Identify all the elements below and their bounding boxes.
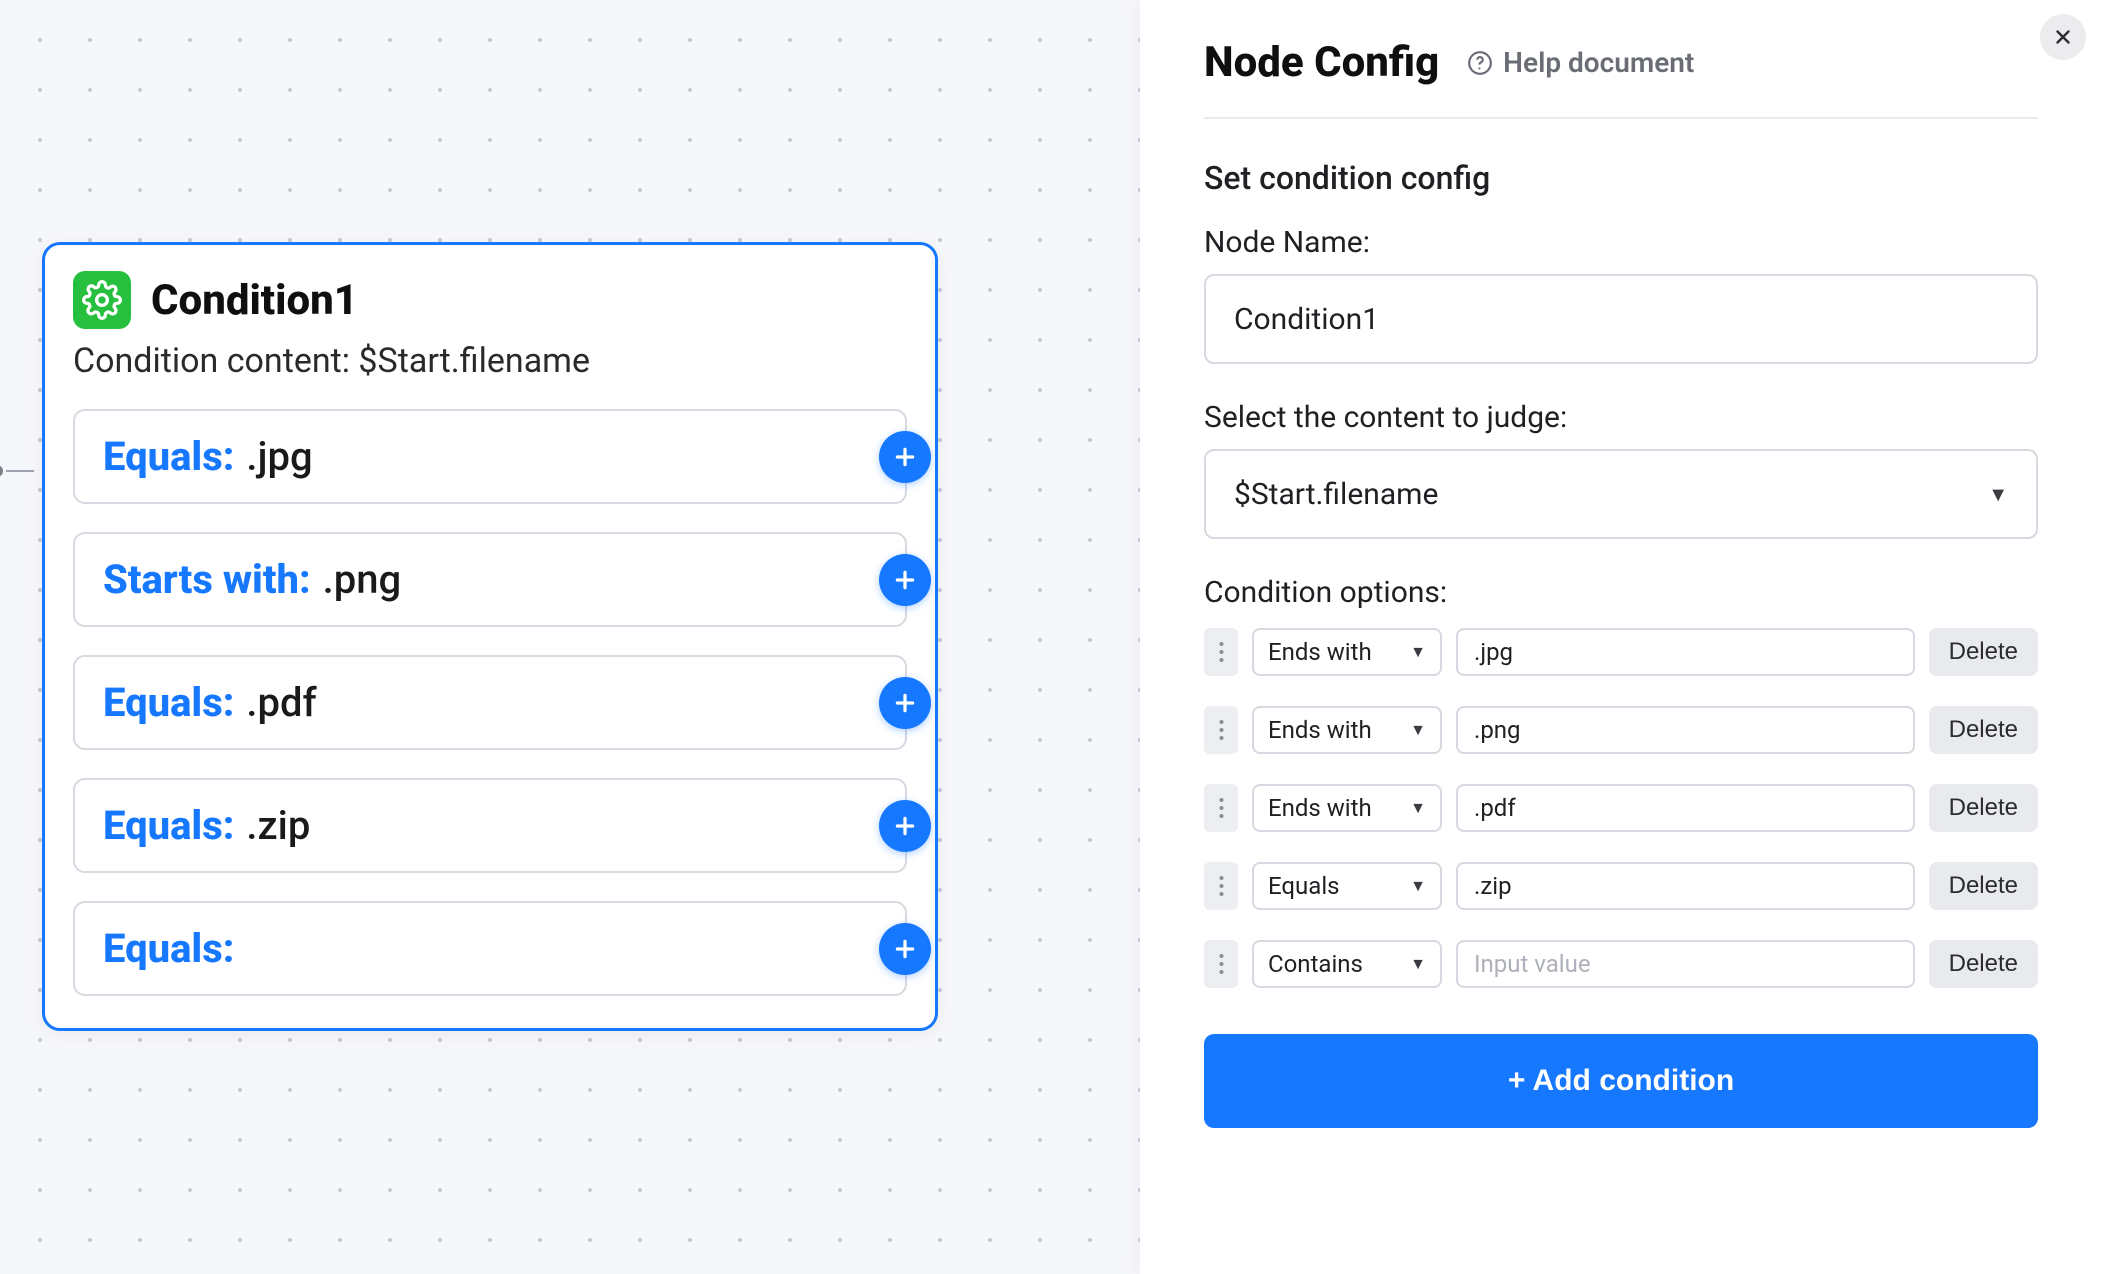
add-branch-button[interactable] [879, 677, 931, 729]
drag-dots-icon [1218, 640, 1225, 664]
drag-handle[interactable] [1204, 706, 1238, 754]
select-content-label: Select the content to judge: [1204, 400, 2038, 435]
chevron-down-icon: ▼ [1988, 482, 2008, 507]
drag-dots-icon [1218, 874, 1225, 898]
panel-title: Node Config [1204, 38, 1439, 87]
operator-select-value: Contains [1268, 950, 1363, 978]
question-icon [1467, 50, 1493, 76]
condition-options-list: Ends with ▼ Delete Ends with ▼ Delete En… [1204, 628, 2038, 988]
condition-options-label: Condition options: [1204, 575, 2038, 610]
operator-select-value: Ends with [1268, 638, 1372, 666]
select-content-value: $Start.filename [1234, 477, 1438, 512]
condition-value: .zip [246, 802, 310, 849]
add-branch-button[interactable] [879, 431, 931, 483]
node-name-group: Node Name: [1204, 225, 2038, 364]
plus-icon [892, 444, 918, 470]
condition-node-card[interactable]: Condition1 Condition content: $Start.fil… [42, 242, 938, 1031]
plus-icon [892, 813, 918, 839]
condition-value: .pdf [246, 679, 316, 726]
node-config-panel: Node Config Help document Set condition … [1140, 0, 2102, 1274]
chevron-down-icon: ▼ [1410, 798, 1426, 818]
plus-icon [892, 690, 918, 716]
add-branch-button[interactable] [879, 554, 931, 606]
select-content-group: Select the content to judge: $Start.file… [1204, 400, 2038, 539]
node-card-header: Condition1 [73, 271, 907, 329]
help-document-label: Help document [1503, 46, 1694, 79]
condition-value-input[interactable] [1456, 784, 1915, 832]
condition-row[interactable]: Equals: .jpg [73, 409, 907, 504]
chevron-down-icon: ▼ [1410, 876, 1426, 896]
help-document-link[interactable]: Help document [1467, 46, 1694, 79]
delete-button[interactable]: Delete [1929, 784, 2038, 832]
condition-row[interactable]: Equals: [73, 901, 907, 996]
select-content-dropdown[interactable]: $Start.filename ▼ [1204, 449, 2038, 539]
add-condition-button[interactable]: + Add condition [1204, 1034, 2038, 1128]
operator-select[interactable]: Ends with ▼ [1252, 628, 1442, 676]
add-branch-button[interactable] [879, 923, 931, 975]
drag-handle[interactable] [1204, 940, 1238, 988]
condition-value: .png [323, 556, 402, 603]
condition-operator: Equals: [103, 802, 234, 849]
condition-option-row: Ends with ▼ Delete [1204, 706, 2038, 754]
chevron-down-icon: ▼ [1410, 720, 1426, 740]
condition-value-input[interactable] [1456, 628, 1915, 676]
condition-value-input[interactable] [1456, 706, 1915, 754]
condition-option-row: Ends with ▼ Delete [1204, 628, 2038, 676]
gear-icon [73, 271, 131, 329]
condition-operator: Equals: [103, 925, 234, 972]
node-name-label: Node Name: [1204, 225, 2038, 260]
condition-row[interactable]: Equals: .zip [73, 778, 907, 873]
condition-option-row: Ends with ▼ Delete [1204, 784, 2038, 832]
operator-select[interactable]: Contains ▼ [1252, 940, 1442, 988]
plus-icon [892, 567, 918, 593]
condition-operator: Equals: [103, 679, 234, 726]
workflow-canvas[interactable]: Condition1 Condition content: $Start.fil… [0, 0, 1140, 1274]
close-button[interactable] [2040, 14, 2086, 60]
delete-button[interactable]: Delete [1929, 706, 2038, 754]
close-icon [2052, 26, 2074, 48]
drag-handle[interactable] [1204, 628, 1238, 676]
panel-header: Node Config Help document [1204, 38, 2038, 119]
node-subtitle: Condition content: $Start.filename [73, 341, 907, 381]
section-title: Set condition config [1204, 159, 2038, 197]
condition-row[interactable]: Starts with: .png [73, 532, 907, 627]
condition-value-input[interactable] [1456, 862, 1915, 910]
condition-value: .jpg [246, 433, 312, 480]
drag-handle[interactable] [1204, 862, 1238, 910]
node-subtitle-value: $Start.filename [358, 341, 590, 381]
drag-dots-icon [1218, 718, 1225, 742]
node-subtitle-prefix: Condition content: [73, 341, 358, 381]
add-branch-button[interactable] [879, 800, 931, 852]
operator-select-value: Equals [1268, 872, 1340, 900]
condition-operator: Equals: [103, 433, 234, 480]
delete-button[interactable]: Delete [1929, 940, 2038, 988]
operator-select[interactable]: Ends with ▼ [1252, 784, 1442, 832]
chevron-down-icon: ▼ [1410, 954, 1426, 974]
node-title: Condition1 [151, 276, 358, 325]
condition-row[interactable]: Equals: .pdf [73, 655, 907, 750]
plus-icon [892, 936, 918, 962]
node-input-port[interactable] [0, 462, 6, 480]
operator-select[interactable]: Equals ▼ [1252, 862, 1442, 910]
operator-select-value: Ends with [1268, 716, 1372, 744]
condition-option-row: Contains ▼ Delete [1204, 940, 2038, 988]
operator-select[interactable]: Ends with ▼ [1252, 706, 1442, 754]
delete-button[interactable]: Delete [1929, 628, 2038, 676]
condition-value-input[interactable] [1456, 940, 1915, 988]
delete-button[interactable]: Delete [1929, 862, 2038, 910]
drag-dots-icon [1218, 796, 1225, 820]
node-name-input[interactable] [1204, 274, 2038, 364]
operator-select-value: Ends with [1268, 794, 1372, 822]
condition-option-row: Equals ▼ Delete [1204, 862, 2038, 910]
drag-handle[interactable] [1204, 784, 1238, 832]
chevron-down-icon: ▼ [1410, 642, 1426, 662]
drag-dots-icon [1218, 952, 1225, 976]
condition-operator: Starts with: [103, 556, 311, 603]
